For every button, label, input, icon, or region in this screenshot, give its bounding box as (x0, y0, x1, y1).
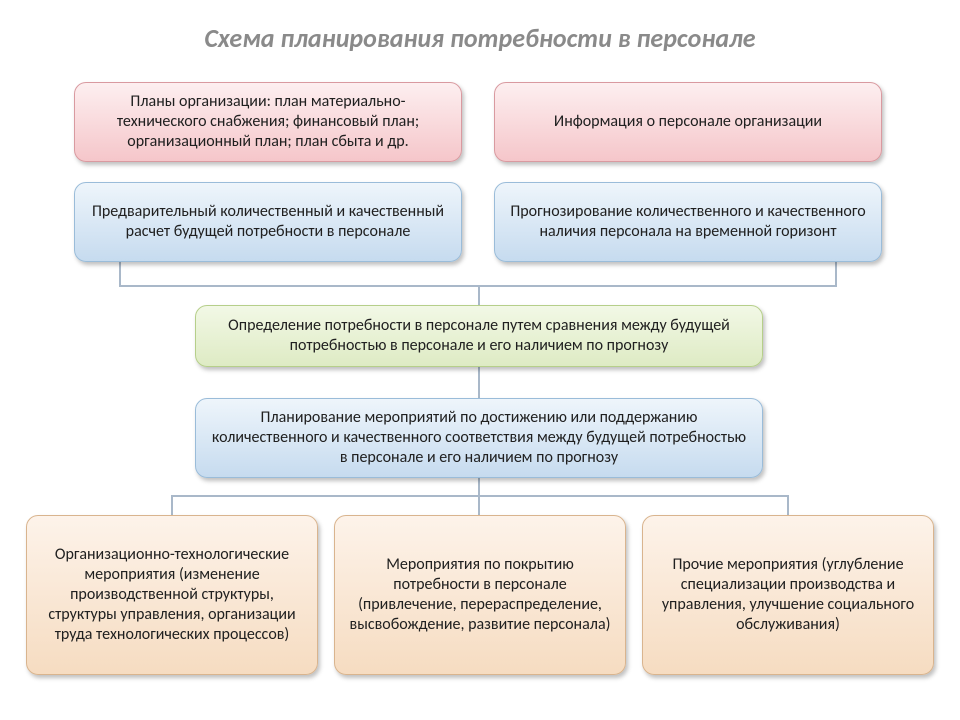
node-personnel-info: Информация о персонале организации (494, 82, 882, 162)
node-coverage: Мероприятия по покрытию потребности в пе… (334, 515, 626, 675)
node-plan-measures: Планирование мероприятий по достижению и… (195, 398, 763, 478)
node-text: Предварительный количественный и качеств… (89, 202, 447, 242)
node-plans-org: Планы организации: план материально-техн… (74, 82, 462, 162)
node-text: Прогнозирование количественного и качест… (509, 202, 867, 242)
node-forecast: Прогнозирование количественного и качест… (494, 182, 882, 262)
node-org-tech: Организационно-технологические мероприят… (26, 515, 318, 675)
node-text: Определение потребности в персонале путе… (210, 316, 748, 356)
node-other: Прочие мероприятия (углубление специализ… (642, 515, 934, 675)
page-title: Схема планирования потребности в персона… (0, 0, 960, 62)
node-prelim-calc: Предварительный количественный и качеств… (74, 182, 462, 262)
node-text: Планы организации: план материально-техн… (89, 92, 447, 152)
node-determine-need: Определение потребности в персонале путе… (195, 305, 763, 367)
node-text: Организационно-технологические мероприят… (41, 545, 303, 645)
connector (172, 478, 479, 515)
node-text: Планирование мероприятий по достижению и… (210, 408, 748, 468)
connector (120, 262, 479, 305)
node-text: Прочие мероприятия (углубление специализ… (657, 555, 919, 635)
connector (479, 262, 836, 305)
node-text: Мероприятия по покрытию потребности в пе… (349, 555, 611, 635)
node-text: Информация о персонале организации (554, 112, 822, 132)
connector (479, 478, 788, 515)
